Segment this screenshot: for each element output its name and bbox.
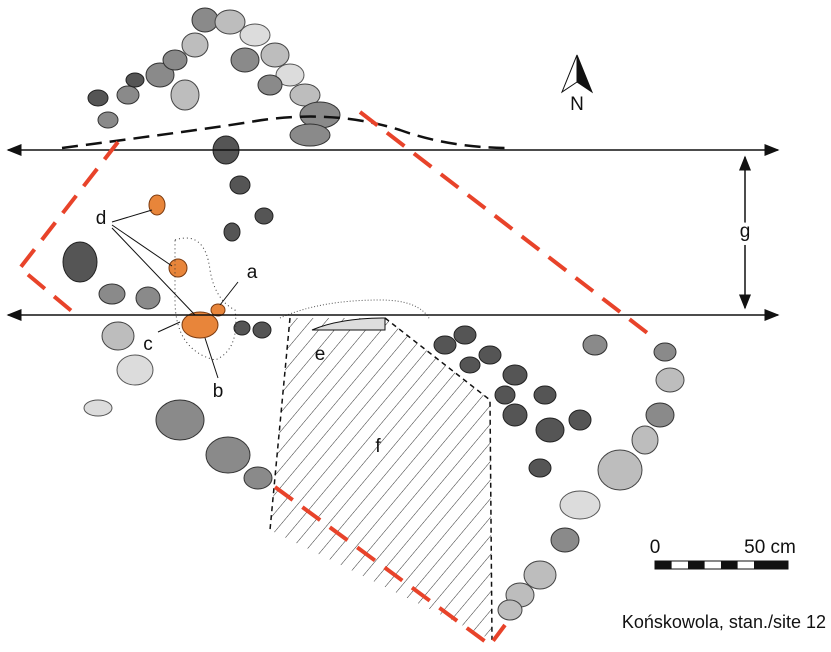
scale-bar [655,561,672,569]
scale-bar [688,561,705,569]
find-a [210,303,226,317]
red-outline [17,140,120,320]
scale-label: 50 cm [744,537,796,558]
scale-bar [754,561,788,569]
label: g [740,221,751,242]
find-d2 [168,258,188,278]
north-label: N [570,94,584,115]
label: b [213,381,224,402]
stones [62,7,685,621]
label: d [96,208,107,229]
red-outline [273,485,507,648]
find-d1 [148,194,166,216]
dashed-outline [61,115,511,150]
label: a [247,262,258,283]
label: e [315,344,326,365]
leader-lines [111,209,239,379]
dotted-outline [279,299,431,321]
caption: Końskowola, stan./site 12 [622,612,826,632]
scale-label: 0 [650,537,661,558]
hatched-area [270,318,492,640]
north-arrow [560,54,578,94]
object-e [311,317,386,331]
red-outline [358,110,652,337]
label: f [375,436,381,457]
scale-bar [721,561,738,569]
label: c [143,334,153,355]
dotted-outline [174,237,237,361]
find-b [181,311,219,339]
north-arrow [576,54,594,94]
